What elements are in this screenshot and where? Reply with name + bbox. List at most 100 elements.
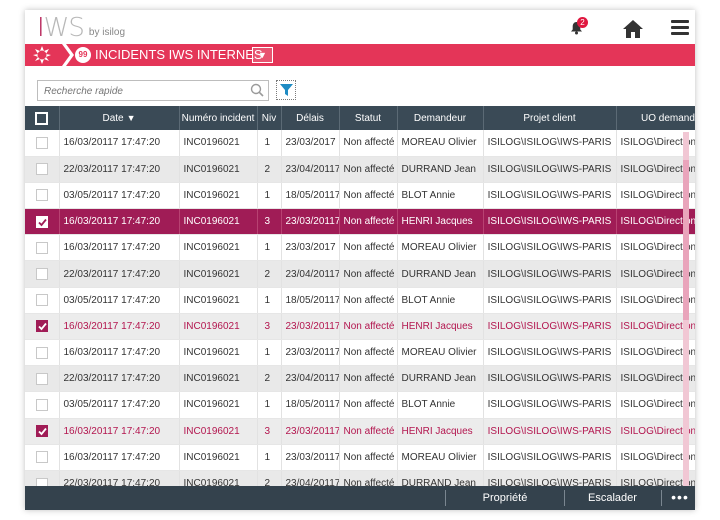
row-checkbox[interactable] xyxy=(35,136,48,149)
column-header-date[interactable]: Date ▼ xyxy=(59,106,180,130)
cell-project: ISILOG\ISILOG\IWS-PARIS xyxy=(483,313,617,341)
cell-status: Non affecté xyxy=(339,313,398,341)
cell-requester: BLOT Annie xyxy=(397,287,484,314)
cell-date: 22/03/20117 17:47:20 xyxy=(59,156,180,183)
row-checkbox[interactable] xyxy=(35,320,48,333)
cell-level: 1 xyxy=(257,339,282,367)
table-row[interactable]: 16/03/20117 17:47:20 INC0196021 1 23/03/201… xyxy=(25,444,695,471)
cell-deadline: 23/03/2017 xyxy=(281,130,340,157)
cell-level: 3 xyxy=(257,313,282,341)
cell-project: ISILOG\ISILOG\IWS-PARIS xyxy=(483,182,617,210)
cell-incident-number: INC0196021 xyxy=(179,234,258,262)
cell-project: ISILOG\ISILOG\IWS-PARIS xyxy=(483,208,617,236)
row-checkbox[interactable] xyxy=(35,398,48,411)
cell-date: 16/03/20117 17:47:20 xyxy=(59,234,180,262)
cell-requester: BLOT Annie xyxy=(397,391,484,419)
cell-level: 1 xyxy=(257,391,282,419)
cell-deadline: 23/04/20117 xyxy=(281,365,340,393)
table-row[interactable]: 22/03/20117 17:47:20 INC0196021 2 23/04/201… xyxy=(25,156,695,183)
section-title-bar: 99 INCIDENTS IWS INTERNES ▼ xyxy=(25,44,695,66)
table-row[interactable]: 16/03/20117 17:47:20 INC0196021 1 23/03/201… xyxy=(25,130,695,157)
cell-level: 3 xyxy=(257,208,282,236)
table-row[interactable]: 03/05/20117 17:47:20 INC0196021 1 18/05/201… xyxy=(25,182,695,210)
view-dropdown-button[interactable]: ▼ xyxy=(252,47,273,63)
table-row[interactable]: 22/03/20117 17:47:20 INC0196021 2 23/04/201… xyxy=(25,260,695,288)
cell-deadline: 23/03/20117 xyxy=(281,418,340,445)
action-separator xyxy=(661,490,662,506)
cell-level: 3 xyxy=(257,418,282,445)
cell-uo: ISILOG\Direction techn xyxy=(616,182,695,210)
cell-status: Non affecté xyxy=(339,182,398,210)
column-header-uo[interactable]: UO demande xyxy=(616,106,695,130)
row-checkbox[interactable] xyxy=(35,294,48,307)
notification-badge: 2 xyxy=(577,17,588,28)
cell-requester: BLOT Annie xyxy=(397,182,484,210)
row-checkbox[interactable] xyxy=(35,241,48,254)
row-checkbox[interactable] xyxy=(35,189,48,202)
cell-uo: ISILOG\Direction techn xyxy=(616,391,695,419)
menu-line xyxy=(671,26,689,29)
select-all-checkbox[interactable] xyxy=(35,111,49,125)
cell-status: Non affecté xyxy=(339,287,398,314)
cell-requester: DURRAND Jean xyxy=(397,365,484,393)
cell-status: Non affecté xyxy=(339,260,398,288)
incident-count-badge: 99 xyxy=(75,47,91,63)
cell-incident-number: INC0196021 xyxy=(179,287,258,314)
row-checkbox[interactable] xyxy=(35,163,48,176)
cell-uo: ISILOG\Direction techn xyxy=(616,287,695,314)
cell-requester: HENRI Jacques xyxy=(397,313,484,341)
column-header-label: Date xyxy=(102,112,124,124)
cell-select xyxy=(25,418,60,445)
cell-uo: ISILOG\Direction techn xyxy=(616,156,695,183)
incident-star-icon xyxy=(33,46,51,64)
cell-select xyxy=(25,339,60,367)
table-row[interactable]: 16/03/20117 17:47:20 INC0196021 3 23/03/201… xyxy=(25,418,695,445)
table-row[interactable]: 22/03/20117 17:47:20 INC0196021 2 23/04/201… xyxy=(25,365,695,393)
table-row[interactable]: 16/03/20117 17:47:20 INC0196021 3 23/03/201… xyxy=(25,313,695,341)
cell-deadline: 23/03/20117 xyxy=(281,339,340,367)
propriete-button[interactable]: Propriété xyxy=(482,492,528,504)
cell-status: Non affecté xyxy=(339,418,398,445)
cell-select xyxy=(25,182,60,210)
column-header-project[interactable]: Projet client xyxy=(483,106,617,130)
more-actions-button[interactable]: ••• xyxy=(671,489,689,505)
row-checkbox[interactable] xyxy=(35,425,48,438)
column-header-number[interactable]: Numéro incident xyxy=(179,106,258,130)
logo-byline: by isilog xyxy=(88,27,126,38)
table-row[interactable]: 16/03/20117 17:47:20 INC0196021 1 23/03/201… xyxy=(25,339,695,367)
row-checkbox[interactable] xyxy=(35,372,48,385)
row-checkbox[interactable] xyxy=(35,451,48,464)
table-row[interactable]: 16/03/20117 17:47:20 INC0196021 3 23/03/201… xyxy=(25,208,695,236)
table-row[interactable]: 03/05/20117 17:47:20 INC0196021 1 18/05/201… xyxy=(25,391,695,419)
cell-date: 03/05/20117 17:47:20 xyxy=(59,287,180,314)
cell-project: ISILOG\ISILOG\IWS-PARIS xyxy=(483,156,617,183)
column-header-requester[interactable]: Demandeur xyxy=(397,106,484,130)
table-row[interactable]: 03/05/20117 17:47:20 INC0196021 1 18/05/201… xyxy=(25,287,695,314)
cell-status: Non affecté xyxy=(339,234,398,262)
checkmark-icon xyxy=(38,218,47,226)
notifications-button[interactable]: 2 xyxy=(570,17,588,37)
cell-status: Non affecté xyxy=(339,339,398,367)
home-button[interactable] xyxy=(622,19,644,39)
column-header-deadline[interactable]: Délais xyxy=(281,106,340,130)
hamburger-menu-button[interactable] xyxy=(671,20,689,36)
app-window: IWS by isilog 2 99 INCIDENTS IWS IN xyxy=(25,10,695,510)
cell-date: 16/03/20117 17:47:20 xyxy=(59,313,180,341)
search-input[interactable] xyxy=(38,82,243,101)
table-row[interactable]: 16/03/20117 17:47:20 INC0196021 1 23/03/201… xyxy=(25,234,695,262)
row-checkbox[interactable] xyxy=(35,346,48,359)
scrollbar-thumb[interactable] xyxy=(683,160,689,320)
row-checkbox[interactable] xyxy=(35,215,48,228)
row-checkbox[interactable] xyxy=(35,268,48,281)
cell-level: 1 xyxy=(257,234,282,262)
column-header-level[interactable]: Niv xyxy=(257,106,282,130)
filter-button[interactable] xyxy=(276,80,296,100)
search-icon[interactable] xyxy=(250,83,264,97)
logo-mark: IWS xyxy=(37,13,85,43)
column-header-status[interactable]: Statut xyxy=(339,106,398,130)
cell-status: Non affecté xyxy=(339,130,398,157)
quick-search xyxy=(37,80,269,101)
escalader-button[interactable]: Escalader xyxy=(588,492,637,504)
cell-deadline: 23/04/20117 xyxy=(281,156,340,183)
cell-uo: ISILOG\Direction techn xyxy=(616,208,695,236)
